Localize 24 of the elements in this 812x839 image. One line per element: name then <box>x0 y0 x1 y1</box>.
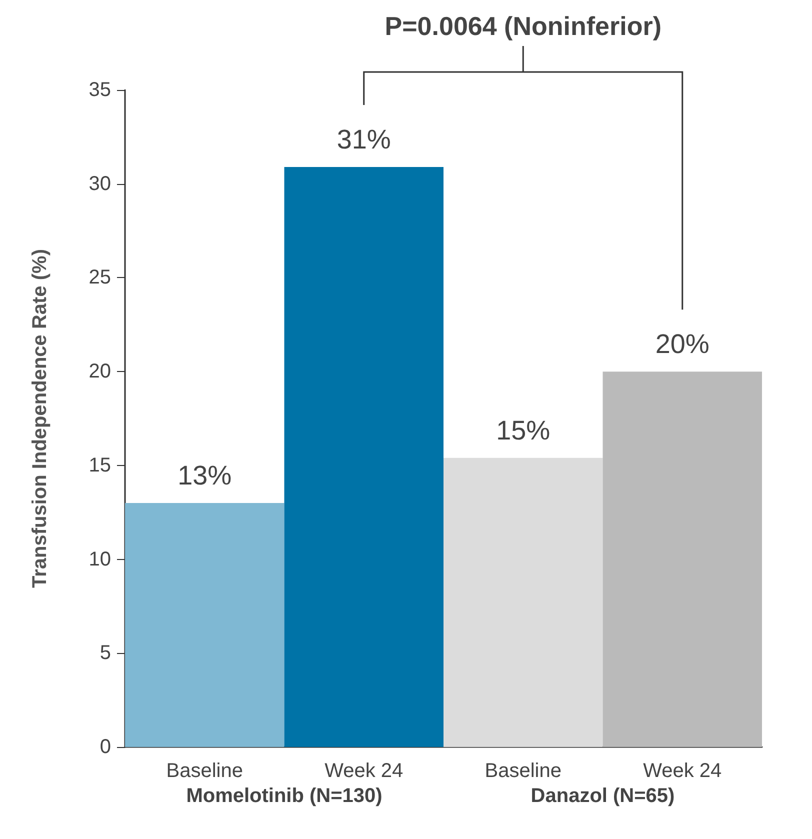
y-tick-label: 25 <box>88 266 111 289</box>
text: Momelotinib (N=130) <box>186 785 382 807</box>
x-tick-label: Baseline <box>166 760 243 782</box>
data-label: 31% <box>336 124 391 154</box>
bar <box>125 502 284 747</box>
x-tick-label: Week 24 <box>643 760 722 782</box>
data-label: 15% <box>496 415 550 446</box>
y-axis-title: Transfusion Independence Rate (%) <box>29 249 51 588</box>
y-tick-label: 30 <box>88 172 111 195</box>
y-tick-label: 0 <box>100 736 111 758</box>
data-label: 13% <box>178 460 232 490</box>
y-tick-label: 10 <box>88 548 111 570</box>
bar <box>602 372 762 747</box>
x-tick-label: Baseline <box>484 760 562 782</box>
y-tick-label: 35 <box>88 79 111 101</box>
text: Danazol (N=65) <box>530 785 675 807</box>
text: P=0.0064 (Noninferior) <box>384 11 662 41</box>
y-tick-label: 15 <box>88 454 111 476</box>
data-label: 20% <box>655 329 710 360</box>
bar <box>444 458 603 747</box>
x-tick-label: Week 24 <box>324 760 404 782</box>
bar <box>284 166 444 747</box>
y-tick-label: 20 <box>88 360 111 383</box>
y-tick-label: 5 <box>100 642 111 664</box>
